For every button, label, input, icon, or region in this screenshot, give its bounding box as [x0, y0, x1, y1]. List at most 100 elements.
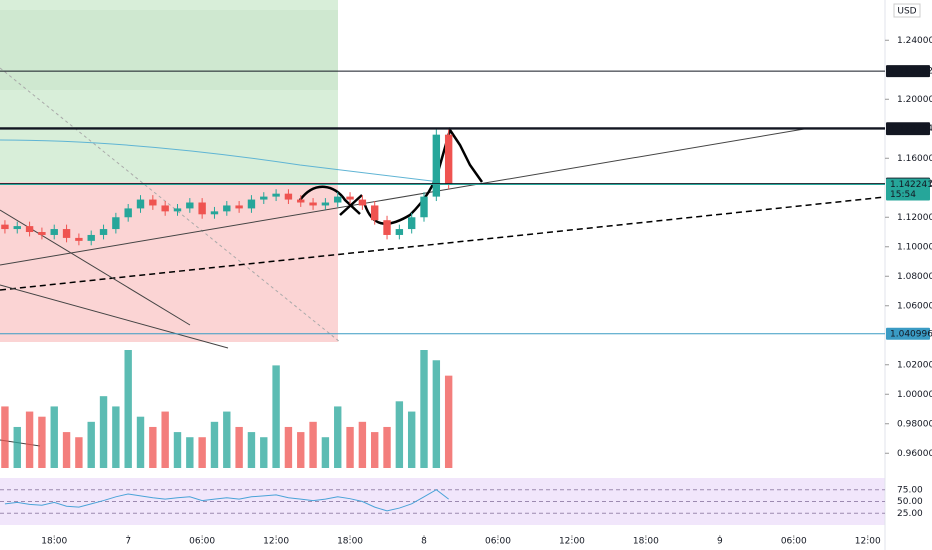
- volume-bar: [432, 360, 441, 468]
- candle-body: [444, 134, 453, 185]
- candle-body: [161, 205, 169, 212]
- volume-bar: [309, 421, 317, 468]
- candle-body: [358, 199, 367, 206]
- candle-body: [371, 205, 379, 221]
- diagonal-dashed: [0, 67, 341, 343]
- volume-bar: [161, 411, 169, 468]
- candle-body: [75, 237, 83, 241]
- y-tick-label: 1.020000: [897, 360, 932, 370]
- volume-bar: [173, 432, 182, 468]
- x-tick-label: 06:00: [189, 537, 215, 547]
- y-tick-label: 1.200000: [897, 95, 932, 105]
- candle-body: [62, 229, 71, 238]
- candle-body: [99, 229, 108, 235]
- candle-body: [210, 211, 219, 215]
- price-label-box: [886, 65, 930, 78]
- rsi-line: [4, 489, 449, 512]
- y-tick-label: 1.120000: [897, 213, 932, 223]
- x-tick-label: 18:00: [337, 537, 363, 547]
- candle-body: [38, 232, 46, 235]
- candle-body: [13, 226, 21, 230]
- x-tick-label: 12:00: [559, 537, 585, 547]
- volume-bar: [395, 401, 404, 468]
- volume-bar: [136, 416, 145, 468]
- volume-bar: [198, 437, 206, 468]
- y-tick-label: 1.060000: [897, 301, 932, 311]
- y-tick-label: 1.080000: [897, 272, 932, 282]
- x-tick-label: 06:00: [485, 537, 511, 547]
- volume-bar: [223, 411, 231, 468]
- volume-bar: [1, 406, 9, 468]
- x-tick-label: 12:00: [263, 537, 289, 547]
- candle-body: [346, 196, 354, 200]
- rsi-tick-label: 75.00: [897, 485, 923, 495]
- profit-zone-inner: [0, 10, 338, 90]
- candle-body: [395, 229, 404, 235]
- candle-body: [383, 220, 391, 235]
- volume-bar: [124, 350, 132, 468]
- candle-body: [112, 217, 120, 230]
- volume-bar: [371, 432, 379, 468]
- volume-bar: [75, 437, 83, 468]
- volume-bar: [87, 421, 95, 468]
- candle-body: [1, 224, 9, 230]
- y-tick-label: 1.160000: [897, 154, 932, 164]
- candle-body: [223, 205, 231, 212]
- loss-zone: [0, 182, 338, 342]
- candle-body: [284, 193, 293, 200]
- x-tick-label: 9: [717, 537, 723, 547]
- candle-body: [260, 196, 268, 200]
- volume-bar: [383, 426, 391, 468]
- trend-line: [0, 127, 811, 266]
- volume-bar: [50, 406, 58, 468]
- price-label: 1.142241: [890, 180, 932, 190]
- candle-body: [309, 202, 317, 206]
- y-tick-label: 1.100000: [897, 242, 932, 252]
- candle-body: [235, 205, 243, 209]
- drawing-line: [0, 284, 229, 349]
- candle-body: [407, 217, 416, 230]
- volume-bar: [297, 432, 305, 468]
- volume-bar: [272, 365, 280, 468]
- candle-body: [420, 196, 428, 218]
- price-label: 1.219082: [890, 67, 932, 77]
- candle-body: [173, 208, 182, 212]
- x-tick-label: 7: [125, 537, 131, 547]
- volume-bar: [149, 426, 157, 468]
- volume-bar: [407, 411, 416, 468]
- candle-body: [247, 199, 256, 209]
- volume-bar: [25, 411, 34, 468]
- volume-bar: [13, 426, 21, 468]
- x-tick-label: 18:00: [41, 537, 67, 547]
- currency-box: [893, 3, 921, 18]
- y-tick-label: 1.240000: [897, 36, 932, 46]
- volume-bar: [235, 426, 243, 468]
- countdown: 15:54: [890, 190, 916, 200]
- candle-body: [198, 202, 206, 215]
- candle-body: [87, 234, 95, 241]
- volume-bar: [186, 437, 194, 468]
- price-label-box: [886, 178, 930, 201]
- price-label-box: [886, 123, 930, 136]
- candle-body: [124, 208, 132, 218]
- x-tick-label: 18:00: [633, 537, 659, 547]
- x-tick-label: 06:00: [781, 537, 807, 547]
- volume-bar: [112, 406, 120, 468]
- y-tick-label: 0.960000: [897, 449, 932, 459]
- price-label: 1.040996: [890, 329, 932, 339]
- candle-body: [136, 199, 145, 209]
- price-label-box: [886, 327, 930, 340]
- volume-bar: [321, 437, 330, 468]
- volume-bar: [247, 432, 256, 468]
- candle-body: [432, 134, 441, 197]
- currency: USD: [897, 7, 916, 17]
- rsi-tick-label: 50.00: [897, 497, 923, 507]
- trend-line-dashed: [0, 196, 886, 291]
- volume-bar: [99, 396, 108, 468]
- volume-bar: [260, 437, 268, 468]
- candle-body: [297, 199, 305, 203]
